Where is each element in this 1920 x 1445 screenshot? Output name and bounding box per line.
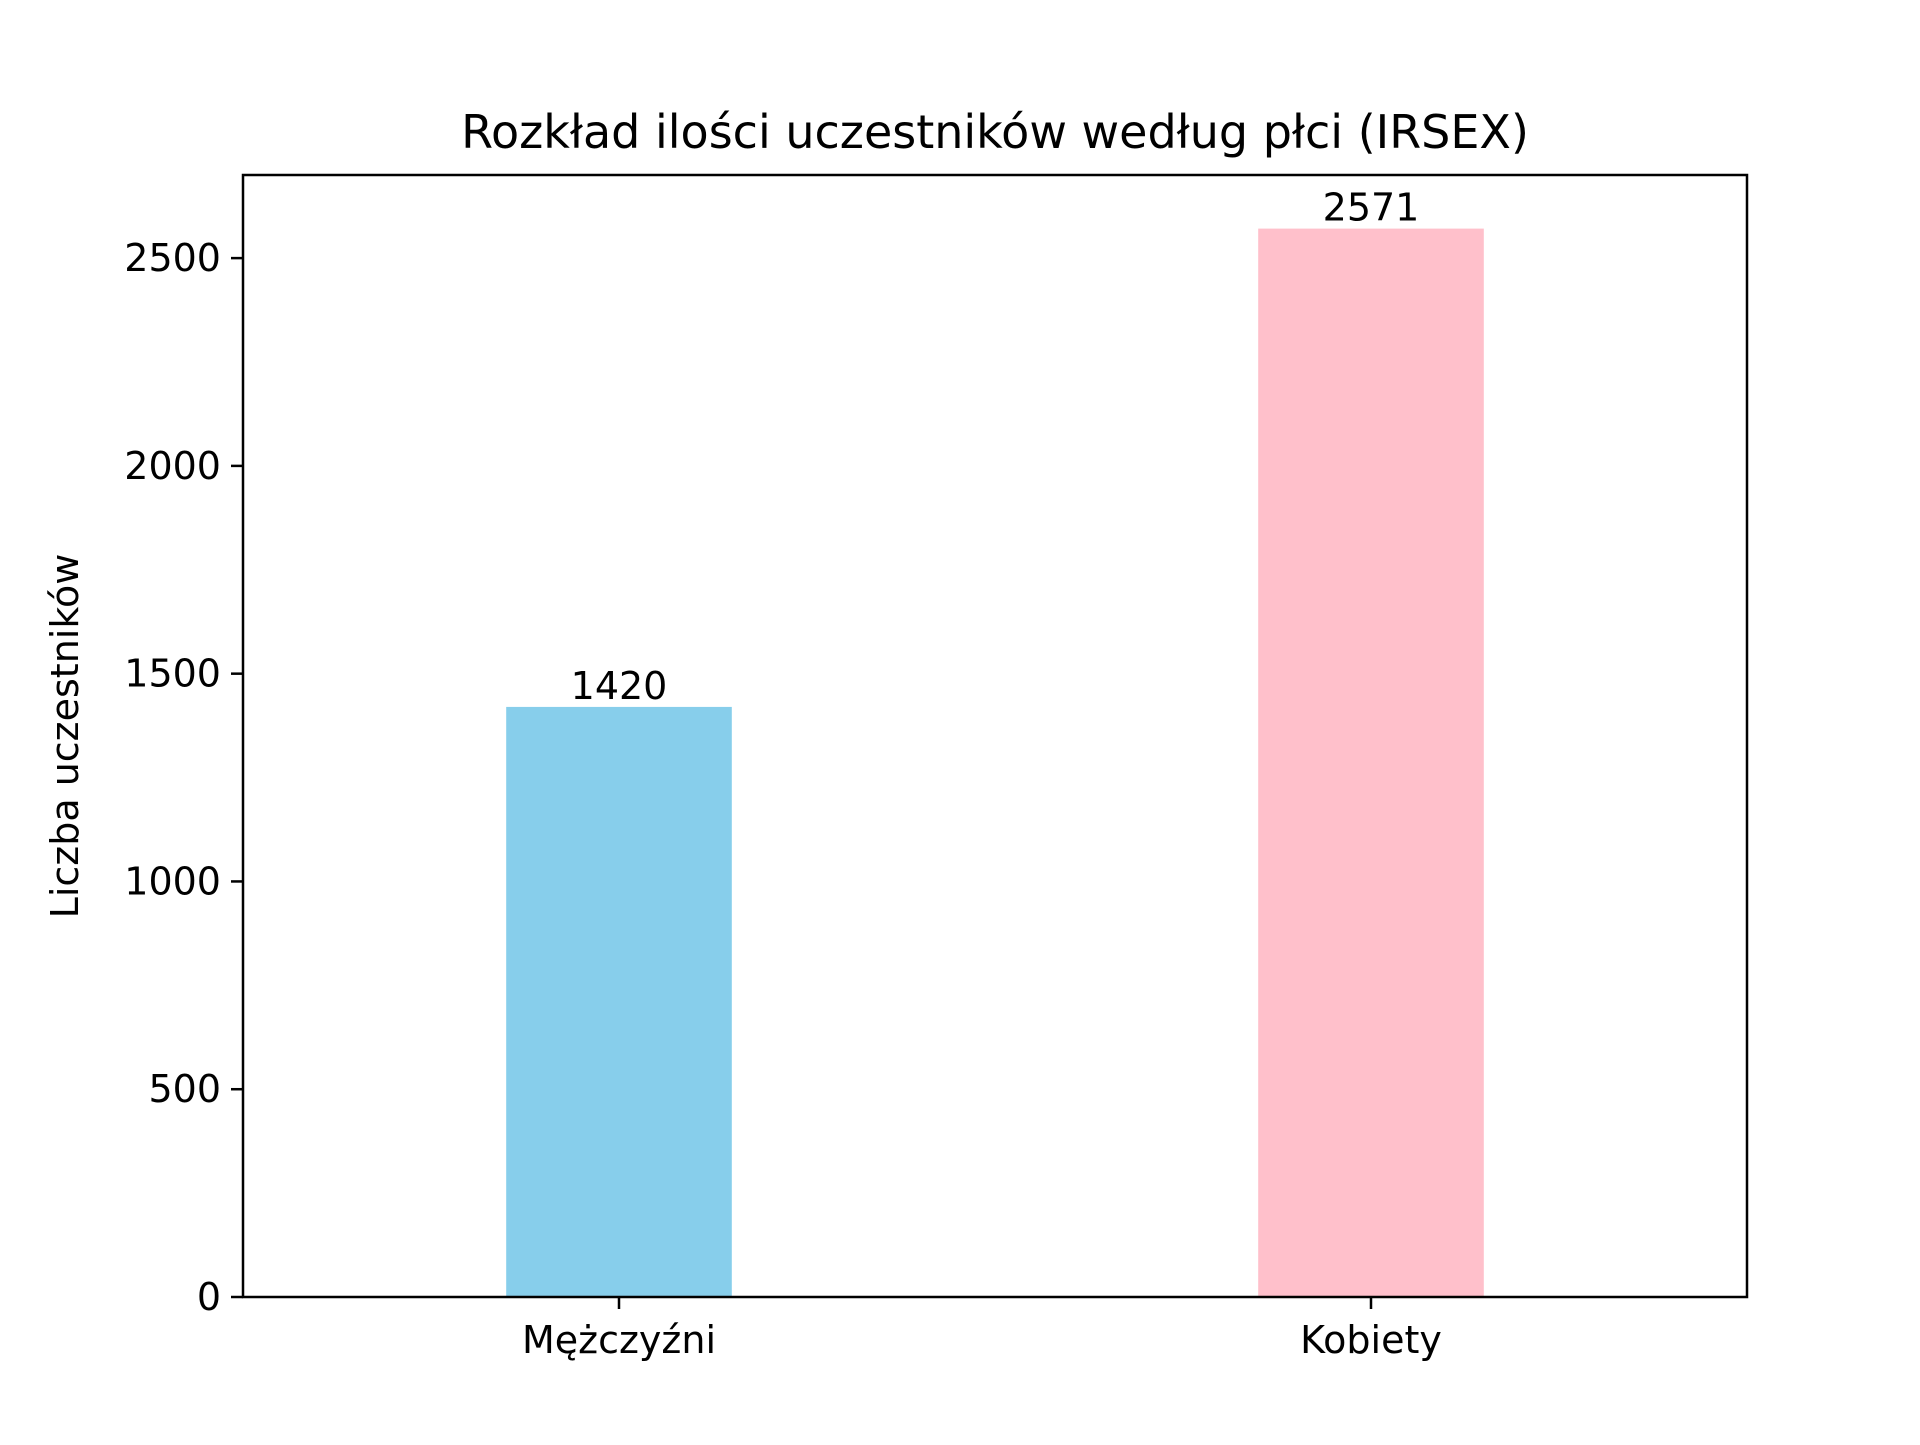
x-tick-label: Kobiety <box>1300 1318 1442 1362</box>
x-axis: Mężczyźni Kobiety <box>522 1297 1442 1362</box>
bar-women <box>1258 228 1484 1297</box>
bar-men <box>506 706 732 1297</box>
data-label-men: 1420 <box>571 664 668 708</box>
data-label-women: 2571 <box>1323 186 1420 230</box>
y-tick-label: 1500 <box>124 652 221 696</box>
y-axis-label: Liczba uczestników <box>43 554 87 919</box>
y-tick-label: 2500 <box>124 236 221 280</box>
plot-frame <box>241 173 1749 1299</box>
bars-group: 1420 2571 <box>506 186 1484 1297</box>
y-axis: 0 500 1000 1500 2000 2500 <box>124 236 243 1319</box>
x-tick-label: Mężczyźni <box>522 1318 716 1362</box>
y-tick-label: 1000 <box>124 859 221 903</box>
y-tick-label: 2000 <box>124 444 221 488</box>
y-tick-label: 500 <box>148 1067 221 1111</box>
y-tick-label: 0 <box>197 1275 221 1319</box>
chart-title: Rozkład ilości uczestników według płci (… <box>461 105 1529 159</box>
